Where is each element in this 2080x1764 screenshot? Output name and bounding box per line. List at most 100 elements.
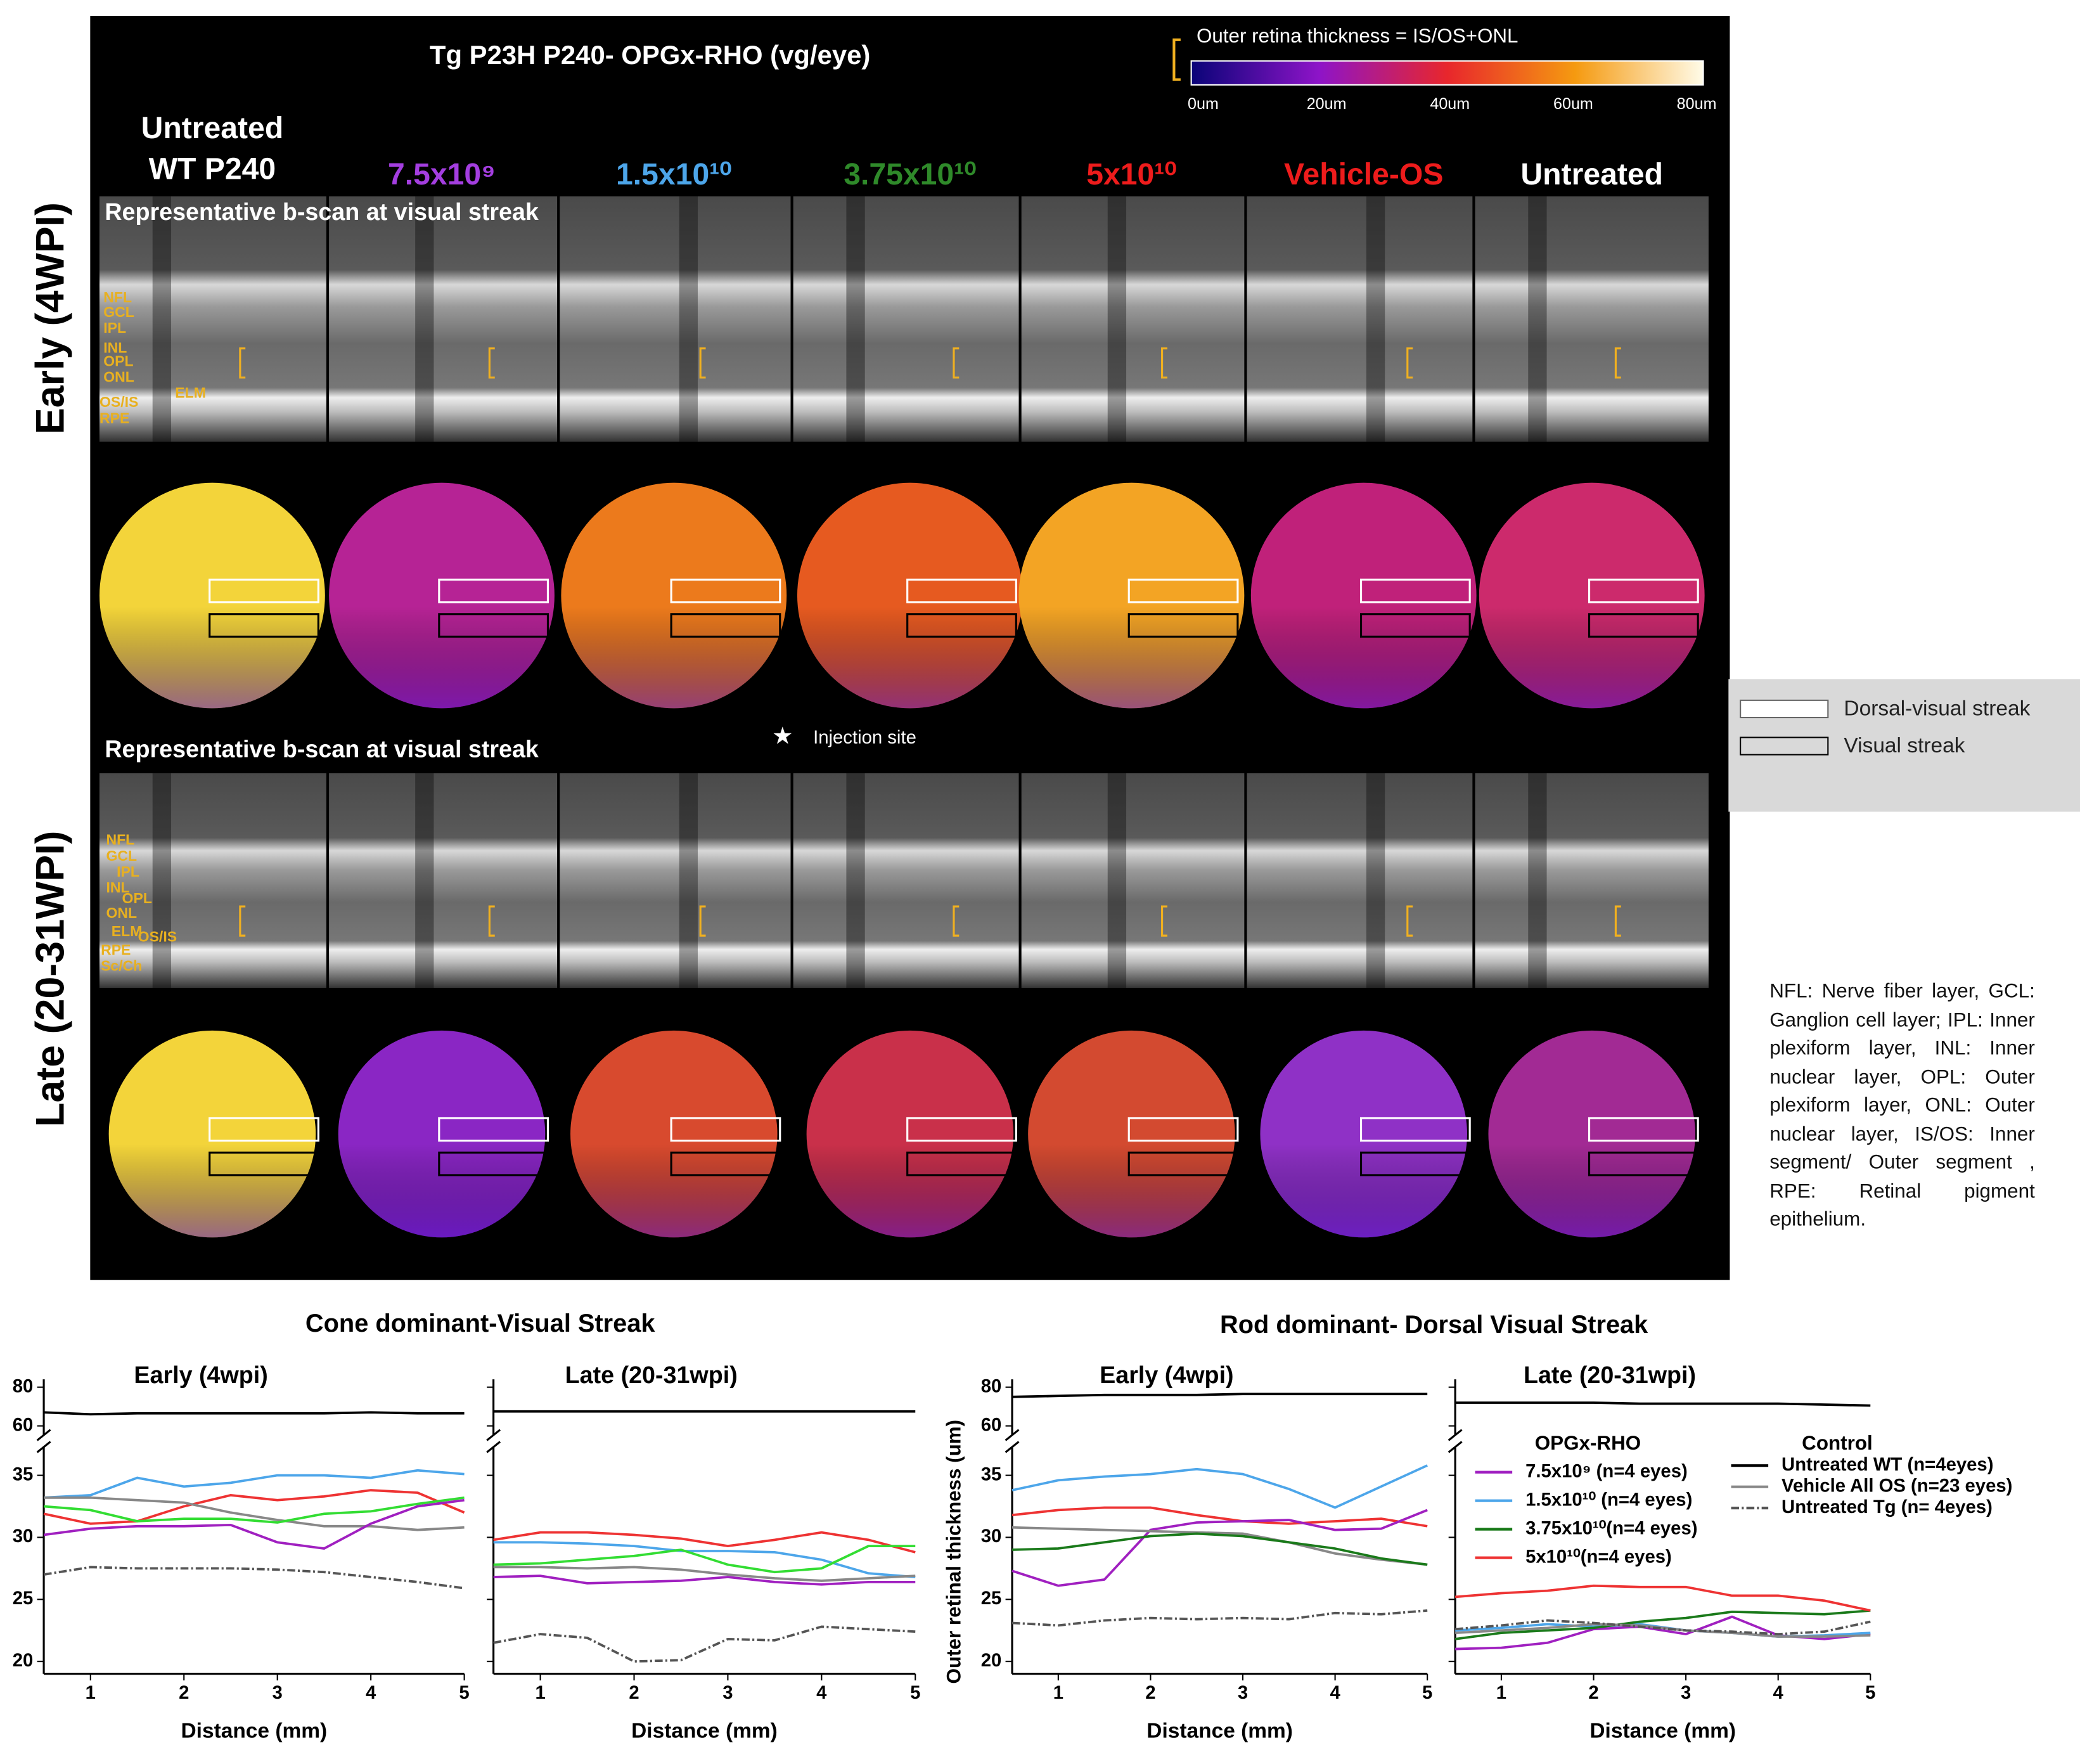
vessel-shadow	[679, 773, 698, 988]
series-line	[43, 1496, 465, 1524]
vessel-shadow	[1107, 196, 1127, 442]
series-line	[1011, 1464, 1428, 1509]
vessel-shadow	[415, 196, 434, 442]
thickness-bracket	[1406, 905, 1413, 937]
y-axis-label: Outer retinal thickness (um)	[942, 1420, 965, 1684]
legend-label: Untreated Tg (n= 4eyes)	[1781, 1497, 1993, 1517]
layer-label: ELM	[112, 923, 143, 939]
x-tick-label: 1	[535, 1682, 545, 1703]
abbreviations-box: NFL: Nerve fiber layer, GCL: Ganglion ce…	[1769, 980, 2035, 1231]
layer-label: INL	[106, 879, 129, 896]
streak-roi	[1359, 1151, 1471, 1176]
colorbar-label: Outer retina thickness = IS/OS+ONL	[1197, 25, 1518, 47]
series-line	[44, 1496, 465, 1531]
thickness-map-shade	[1250, 482, 1477, 709]
dorsal-roi	[438, 578, 549, 603]
series-line	[43, 1411, 465, 1416]
x-tick-label: 5	[1865, 1682, 1875, 1703]
series-line	[1455, 1401, 1871, 1407]
dorsal-roi	[1359, 1117, 1471, 1142]
axis-break	[1005, 1441, 1020, 1453]
y-tick-label: 80	[13, 1375, 34, 1396]
series-line	[493, 1545, 916, 1574]
x-tick-label: 4	[1330, 1682, 1340, 1703]
thickness-map-shade	[99, 482, 325, 709]
chart-title: Early (4wpi)	[134, 1362, 267, 1388]
layer-label: ELM	[175, 385, 206, 401]
axis-break	[486, 1429, 501, 1441]
legend-label: 7.5x10⁹ (n=4 eyes)	[1525, 1460, 1688, 1481]
thickness-bracket	[1160, 347, 1167, 379]
layer-label: NFL	[106, 832, 134, 848]
y-tick-label: 60	[981, 1414, 1002, 1435]
streak-roi	[1127, 1151, 1239, 1176]
axis-break	[486, 1441, 501, 1453]
chart-title: Early (4wpi)	[1100, 1362, 1233, 1388]
injection-site-label: Injection site	[813, 727, 916, 748]
thickness-bracket	[488, 347, 495, 379]
y-tick-label: 25	[13, 1588, 34, 1609]
series-line	[43, 1489, 465, 1525]
x-tick-label: 1	[1053, 1682, 1063, 1703]
dorsal-roi	[209, 578, 319, 603]
dorsal-roi	[1588, 578, 1699, 603]
panel-title: Rod dominant- Dorsal Visual Streak	[1220, 1311, 1648, 1339]
roi-legend-label: Visual streak	[1844, 734, 1965, 757]
layer-label: RPE	[100, 409, 129, 426]
abbreviations: NFL: Nerve fiber layer, GCL: Ganglion ce…	[1769, 980, 2035, 1231]
thickness-bracket	[1614, 905, 1621, 937]
series-line	[43, 1469, 465, 1499]
x-tick-label: 3	[1238, 1682, 1248, 1703]
image-content: Tg P23H P240- OPGx-RHO (vg/eye) Outer ret…	[99, 25, 1717, 1238]
series-line	[1454, 1584, 1871, 1612]
x-tick-label: 1	[86, 1682, 96, 1703]
column-header: 7.5x10⁹	[388, 157, 496, 191]
thickness-map-shade	[1260, 1030, 1467, 1238]
x-tick-label: 2	[1145, 1682, 1155, 1703]
y-tick-label: 35	[981, 1464, 1002, 1484]
streak-roi	[1359, 613, 1471, 638]
layer-label: ONL	[103, 368, 134, 385]
legend-label: Vehicle All OS (n=23 eyes)	[1781, 1475, 2012, 1496]
x-tick-label: 2	[1588, 1682, 1598, 1703]
dorsal-roi	[670, 578, 781, 603]
x-axis-label: Distance (mm)	[181, 1720, 328, 1743]
legend-label: Untreated WT (n=4eyes)	[1781, 1454, 1993, 1475]
legend-label: 5x10¹⁰(n=4 eyes)	[1525, 1546, 1672, 1567]
series-line	[1454, 1609, 1871, 1640]
dorsal-roi	[906, 578, 1017, 603]
thickness-map-shade	[561, 482, 787, 709]
dorsal-roi	[906, 1117, 1017, 1142]
roi-swatch	[1740, 699, 1829, 719]
thickness-bracket	[1406, 347, 1413, 379]
b-scan	[329, 773, 558, 988]
column-header: WT P240	[149, 152, 276, 186]
layer-label: OS/IS	[138, 928, 177, 944]
b-scan	[793, 773, 1019, 988]
axis-break	[36, 1429, 51, 1441]
axis-break	[1005, 1429, 1020, 1441]
x-tick-label: 4	[816, 1682, 827, 1703]
thickness-map-shade	[1488, 1030, 1695, 1238]
vessel-shadow	[679, 196, 698, 442]
x-tick-label: 3	[722, 1682, 733, 1703]
thickness-bracket	[1160, 905, 1167, 937]
bracket	[1172, 38, 1181, 81]
colorbar-tick-label: 20um	[1307, 95, 1347, 113]
series-line	[493, 1566, 916, 1582]
layer-label: Sc/Ch	[101, 957, 142, 974]
dorsal-roi	[1127, 1117, 1239, 1142]
colorbar	[1190, 60, 1704, 86]
b-scan-caption: Representative b-scan at visual streak	[105, 198, 539, 225]
column-header: 3.75x10¹⁰	[844, 157, 976, 191]
thickness-bracket	[1614, 347, 1621, 379]
layer-label: INL	[103, 339, 127, 356]
thickness-map-shade	[797, 482, 1023, 709]
x-axis-label: Distance (mm)	[1146, 1720, 1293, 1743]
axis-break	[36, 1441, 51, 1453]
dorsal-roi	[1127, 578, 1239, 603]
x-tick-label: 1	[1496, 1682, 1506, 1703]
y-tick-label: 30	[13, 1526, 34, 1547]
streak-roi	[670, 1151, 781, 1176]
